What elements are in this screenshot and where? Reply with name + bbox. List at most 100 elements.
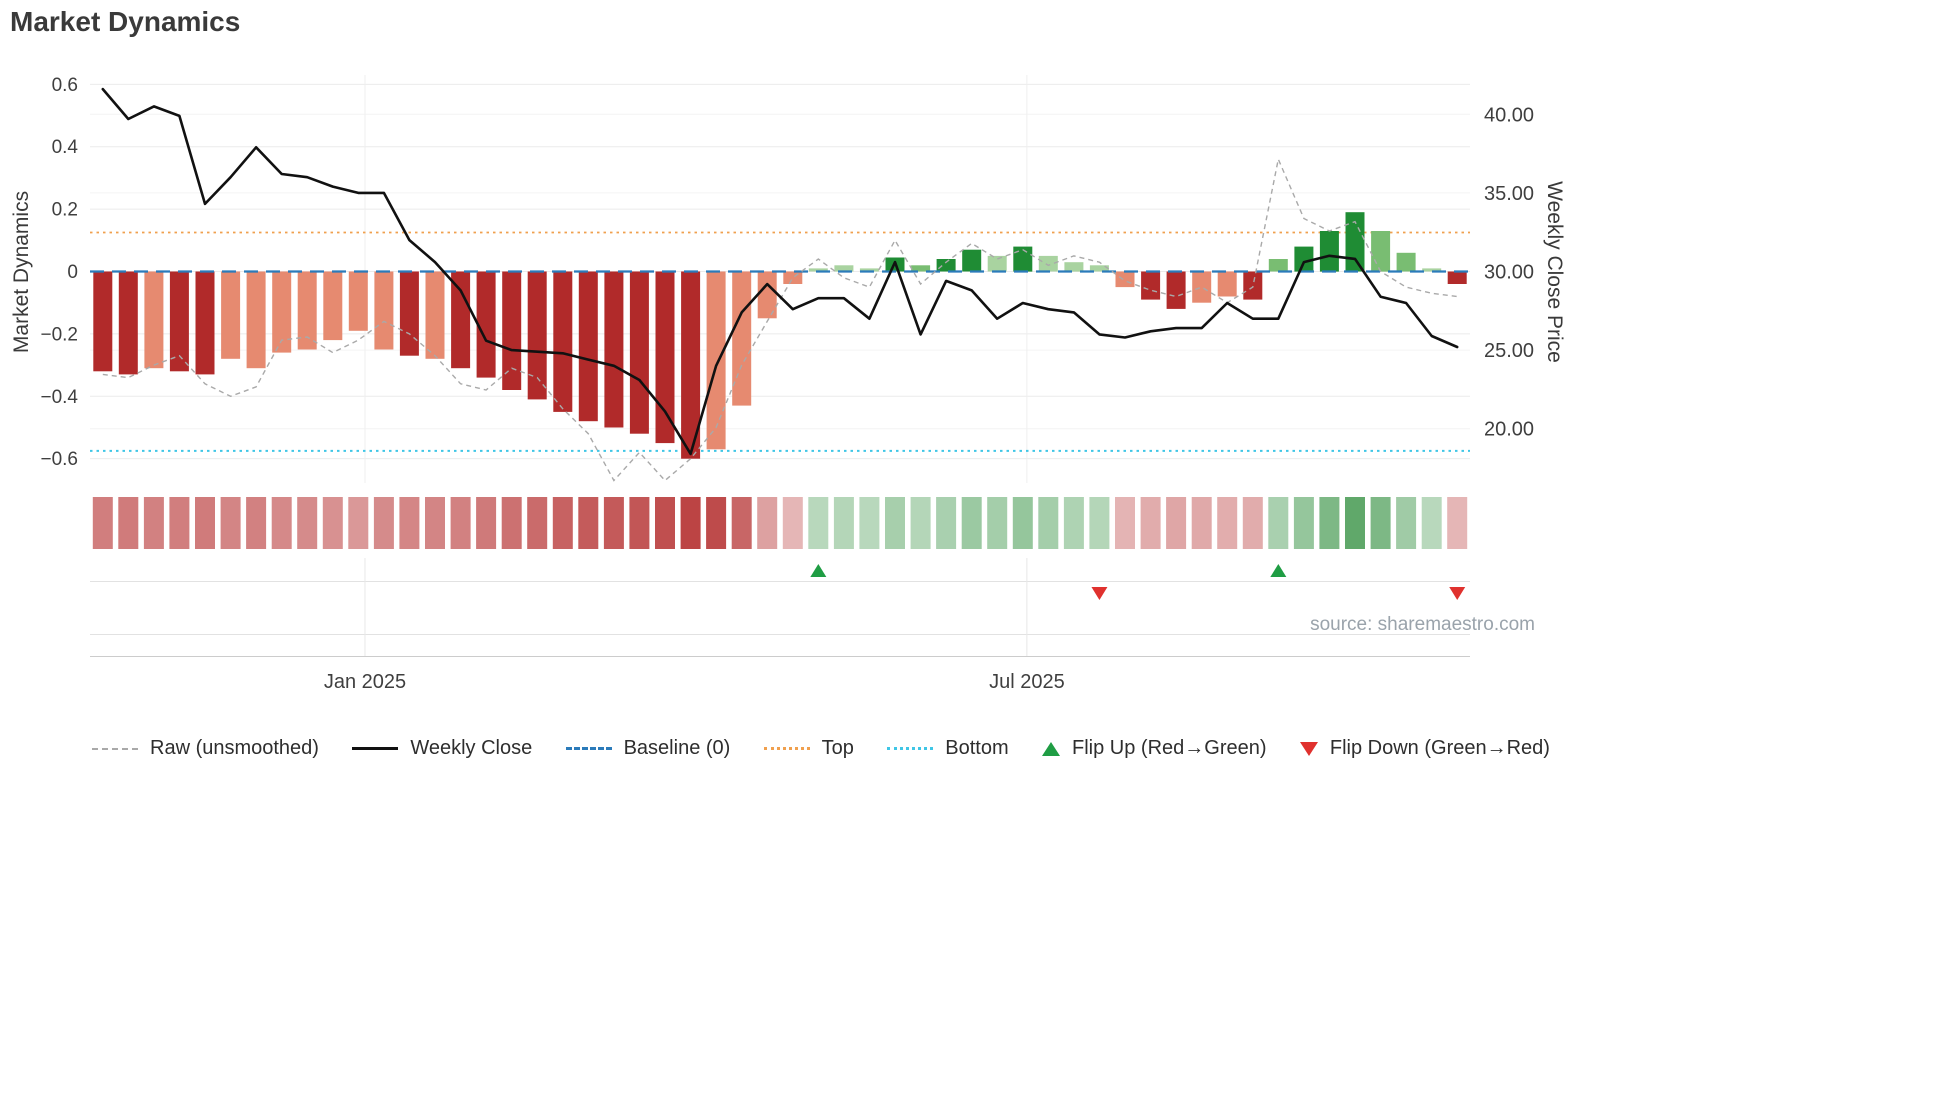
heat-cell [910, 497, 931, 549]
heat-cell [987, 497, 1008, 549]
x-tick-label: Jul 2025 [989, 671, 1065, 693]
legend-item-up: Flip Up (Red→Green) [1042, 737, 1267, 760]
heat-cell [1345, 497, 1365, 549]
heat-cell [757, 497, 778, 549]
heat-cell [220, 497, 241, 549]
legend-label: Flip Down (Green→Red) [1329, 737, 1550, 759]
oscillator-bar [1064, 262, 1084, 272]
left-tick-label: 0.4 [52, 137, 79, 158]
oscillator-bar [93, 271, 113, 372]
x-tick-label: Jan 2025 [324, 671, 406, 693]
left-tick-label: −0.2 [40, 324, 78, 345]
oscillator-bar [1089, 265, 1109, 272]
oscillator-bar [859, 268, 879, 272]
oscillator-bar [1115, 271, 1135, 288]
legend-label: Raw (unsmoothed) [150, 737, 319, 759]
axis-tick-labels: 0.6 0.4 0.2 0 −0.2 −0.4 −0.6 40.00 35.00 30.00 25.… [40, 75, 1534, 470]
heat-cell [1166, 497, 1187, 549]
oscillator-bar [629, 271, 649, 434]
heat-cell [322, 497, 343, 549]
left-tick-label: 0.2 [52, 200, 78, 221]
oscillator-bar [1422, 268, 1442, 272]
legend-label: Flip Up (Red→Green) [1072, 737, 1267, 759]
heat-cell [706, 497, 727, 549]
oscillator-bar [476, 271, 496, 378]
heat-cell [1268, 497, 1289, 549]
heat-cell [680, 497, 701, 549]
heat-cell [578, 497, 599, 549]
x-tick-labels: Jan 2025 Jul 2025 [324, 671, 1065, 693]
right-tick-label: 20.00 [1484, 419, 1534, 441]
heat-cell [399, 497, 420, 549]
legend-item-raw: Raw (unsmoothed) [92, 737, 319, 760]
weekly-close-line [101, 87, 1459, 456]
legend-item-down: Flip Down (Green→Red) [1299, 737, 1550, 760]
left-tick-label: −0.6 [40, 449, 78, 470]
oscillator-bar [1141, 271, 1161, 300]
legend-item-top: Top [763, 737, 854, 760]
heat-cell [936, 497, 957, 549]
heat-cell [833, 497, 854, 549]
heat-cell [629, 497, 650, 549]
bottom-line-swatch [887, 747, 934, 750]
oscillator-bar [808, 268, 828, 272]
oscillator-bar [1345, 212, 1365, 272]
oscillator-bar [221, 271, 241, 359]
oscillator-bar [297, 271, 317, 350]
heat-cell [603, 497, 624, 549]
oscillator-bar [757, 271, 777, 319]
oscillator-bar [1217, 271, 1237, 297]
oscillator-bar [323, 271, 343, 341]
heat-cell [731, 497, 752, 549]
oscillator-bar [553, 271, 573, 412]
oscillator-bar [374, 271, 394, 350]
heat-cell [169, 497, 190, 549]
heat-cell [1063, 497, 1084, 549]
oscillator-bar [1243, 271, 1263, 300]
legend-label: Bottom [945, 737, 1009, 759]
oscillator-bar [118, 271, 138, 375]
oscillator-bar [169, 271, 189, 372]
heat-cell [425, 497, 445, 549]
raw-line [102, 156, 1458, 482]
right-tick-label: 35.00 [1484, 183, 1534, 205]
oscillator-bar [1038, 255, 1058, 272]
legend-item-baseline: Baseline (0) [565, 737, 731, 760]
oscillator-bar [1013, 246, 1033, 272]
oscillator-bar [272, 271, 292, 353]
flip-down-triangle-icon [1299, 741, 1318, 756]
legend-label: Weekly Close [410, 737, 533, 759]
legend-label: Baseline (0) [623, 737, 731, 759]
heat-cell [1038, 497, 1059, 549]
heat-cell [1370, 497, 1391, 549]
heat-strip [92, 497, 1468, 549]
heat-cell [297, 497, 318, 549]
heat-cell [271, 497, 292, 549]
oscillator-bar [681, 271, 701, 459]
flip-down-marker [1449, 587, 1466, 600]
market-dynamics-chart: 0.6 0.4 0.2 0 −0.2 −0.4 −0.6 40.00 35.00 30.00 25.… [40, 75, 1534, 693]
page-title: Market Dynamics [10, 6, 241, 37]
oscillator-bar [911, 265, 931, 272]
heat-cell [1447, 497, 1468, 549]
heat-cell [143, 497, 164, 549]
oscillator-bar [399, 271, 419, 356]
heat-cell [92, 497, 113, 549]
heat-cell [782, 497, 803, 549]
heat-cell [1242, 497, 1263, 549]
heat-cell [1089, 497, 1110, 549]
left-tick-label: 0 [67, 262, 78, 283]
heat-cell [552, 497, 573, 549]
heat-cell [1115, 497, 1135, 549]
flip-up-triangle-icon [1042, 741, 1060, 756]
heat-cell [1293, 497, 1314, 549]
heat-cell [961, 497, 982, 549]
oscillator-bar [348, 271, 368, 331]
weekly-line-swatch [352, 747, 399, 750]
right-tick-label: 30.00 [1484, 262, 1534, 284]
raw-line-swatch [92, 747, 138, 750]
oscillator-bar [783, 271, 803, 284]
flip-down-marker [1091, 587, 1108, 600]
heat-cell [859, 497, 880, 549]
heat-cell [527, 497, 548, 549]
